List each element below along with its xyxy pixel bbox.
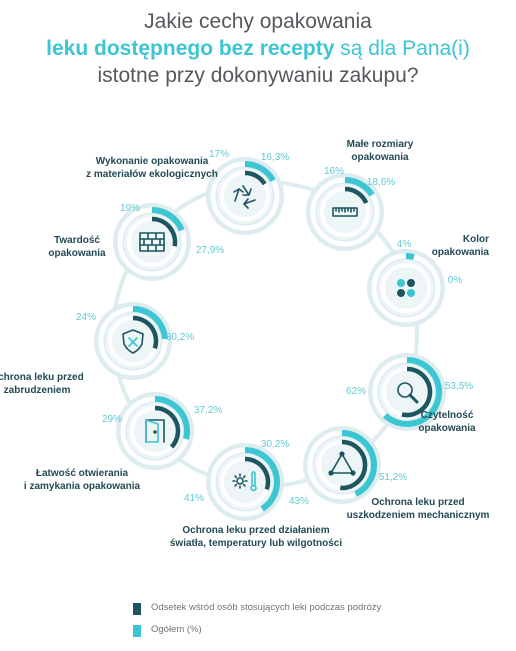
- recycle-icon: [233, 185, 256, 209]
- travel-value-label: 18,6%: [367, 177, 395, 188]
- travel-value-label: 30,2%: [166, 332, 194, 343]
- item-label: Twardość opakowania: [48, 235, 106, 259]
- title-line-2: leku dostępnego bez recepty są dla Pana(…: [0, 35, 516, 62]
- donut-item: Ochrona leku przed zabrudzeniem 24% 30,2%: [0, 302, 194, 396]
- item-label-line: Ochrona leku przed: [371, 497, 464, 508]
- item-label-line: Łatwość otwierania: [36, 468, 129, 479]
- total-arc: [405, 253, 415, 260]
- total-value-label: 41%: [184, 493, 204, 504]
- item-label-line: opakowania: [351, 152, 409, 163]
- magnifier-icon: [397, 382, 419, 404]
- donut-item: Małe rozmiary opakowania 16% 18,6%: [306, 139, 414, 251]
- donut-item: Kolor opakowania 4% 0%: [367, 234, 489, 327]
- total-arc: [132, 306, 168, 340]
- title-line-2-rest: są dla Pana(i): [334, 37, 470, 60]
- donut-item: Łatwość otwierania i zamykania opakowania…: [24, 392, 222, 492]
- donut-item: Twardość opakowania 19% 27,9%: [48, 203, 224, 281]
- travel-track: [381, 263, 431, 313]
- item-label: Ochrona leku przed zabrudzeniem: [0, 372, 84, 396]
- total-arc: [244, 161, 276, 183]
- total-arc: [151, 207, 185, 232]
- travel-value-label: 16,3%: [261, 152, 289, 163]
- item-label-line: Ochrona leku przed: [0, 372, 84, 383]
- travel-value-label: 51,2%: [379, 472, 407, 483]
- travel-arc: [340, 439, 368, 491]
- travel-value-label: 0%: [448, 275, 463, 286]
- item-label: Ochrona leku przed działaniem światła, te…: [170, 525, 342, 549]
- item-label-line: Czytelność: [421, 410, 474, 421]
- total-value-label: 43%: [289, 496, 309, 507]
- total-arc: [344, 177, 375, 197]
- item-label: Ochrona leku przed uszkodzeniem mechanicz…: [347, 497, 490, 521]
- item-label: Czytelność opakowania: [418, 410, 476, 434]
- title-line-3: istotne przy dokonywaniu zakupu?: [97, 64, 419, 87]
- legend-label-travel: Odsetek wśród osób stosujących leki podc…: [151, 602, 382, 613]
- donut-inner-fill: [217, 454, 273, 510]
- door-icon: [145, 419, 165, 443]
- title-line-1: Jakie cechy opakowania: [144, 10, 372, 33]
- donut-item: Czytelność opakowania 62% 53,5%: [346, 353, 476, 434]
- item-label-line: światła, temperatury lub wilgotności: [170, 538, 342, 549]
- item-label-line: opakowania: [418, 423, 476, 434]
- shield-icon: [122, 329, 144, 354]
- item-label-line: i zamykania opakowania: [24, 481, 141, 492]
- total-arc: [341, 430, 377, 497]
- donut-inner-fill: [378, 260, 434, 316]
- item-label-line: Wykonanie opakowania: [96, 156, 209, 167]
- travel-value-label: 30,2%: [261, 439, 289, 450]
- travel-arc: [151, 216, 178, 247]
- travel-arc: [344, 186, 369, 205]
- item-label-line: opakowania: [432, 247, 490, 258]
- item-label-line: Kolor: [463, 234, 489, 245]
- total-value-label: 62%: [346, 386, 366, 397]
- total-value-label: 4%: [397, 239, 412, 250]
- total-value-label: 24%: [76, 312, 96, 323]
- donut-inner-fill: [314, 437, 370, 493]
- travel-value-label: 27,9%: [196, 245, 224, 256]
- travel-arc: [244, 170, 267, 186]
- brick-wall-icon: [139, 232, 165, 252]
- item-label: Małe rozmiary opakowania: [347, 139, 414, 163]
- travel-value-label: 53,5%: [445, 381, 473, 392]
- legend-label-total: Ogółem (%): [151, 624, 202, 635]
- item-label-line: z materiałów ekologicznych: [86, 169, 218, 180]
- legend-swatch-total: [133, 625, 141, 637]
- item-label-line: Twardość: [54, 235, 100, 246]
- item-label: Kolor opakowania: [432, 234, 490, 258]
- travel-arc: [154, 405, 181, 449]
- title-line-2-bold: leku dostępnego bez recepty: [46, 37, 335, 60]
- item-label-line: opakowania: [48, 248, 106, 259]
- triangle-icon: [328, 451, 356, 476]
- total-arc: [154, 396, 190, 440]
- total-value-label: 17%: [209, 149, 229, 160]
- item-label-line: zabrudzeniem: [4, 385, 71, 396]
- donut-inner-fill: [379, 364, 435, 420]
- donut-item: Ochrona leku przed działaniem światła, te…: [170, 439, 342, 549]
- total-value-label: 29%: [102, 414, 122, 425]
- travel-arc: [401, 366, 433, 418]
- ruler-icon: [332, 207, 358, 217]
- item-label-line: Małe rozmiary: [347, 139, 414, 150]
- donut-inner-fill: [217, 168, 273, 224]
- total-arc: [383, 357, 442, 427]
- travel-arc: [132, 315, 159, 350]
- total-value-label: 19%: [120, 203, 140, 214]
- travel-value-label: 37,2%: [194, 405, 222, 416]
- donut-item: Wykonanie opakowania z materiałów ekologi…: [86, 149, 289, 235]
- color-dots-icon: [397, 279, 415, 297]
- total-value-label: 16%: [324, 166, 344, 177]
- donut-item: Ochrona leku przed uszkodzeniem mechanicz…: [289, 426, 490, 521]
- sun-thermometer-icon: [232, 471, 257, 492]
- travel-arc: [244, 456, 271, 491]
- item-label: Wykonanie opakowania z materiałów ekologi…: [86, 156, 218, 180]
- item-label-line: Ochrona leku przed działaniem: [182, 525, 329, 536]
- item-label: Łatwość otwierania i zamykania opakowania: [24, 468, 141, 492]
- legend-swatch-travel: [133, 603, 141, 615]
- chart-title: Jakie cechy opakowania leku dostępnego b…: [0, 8, 516, 89]
- item-label-line: uszkodzeniem mechanicznym: [347, 510, 490, 521]
- total-arc: [244, 447, 280, 512]
